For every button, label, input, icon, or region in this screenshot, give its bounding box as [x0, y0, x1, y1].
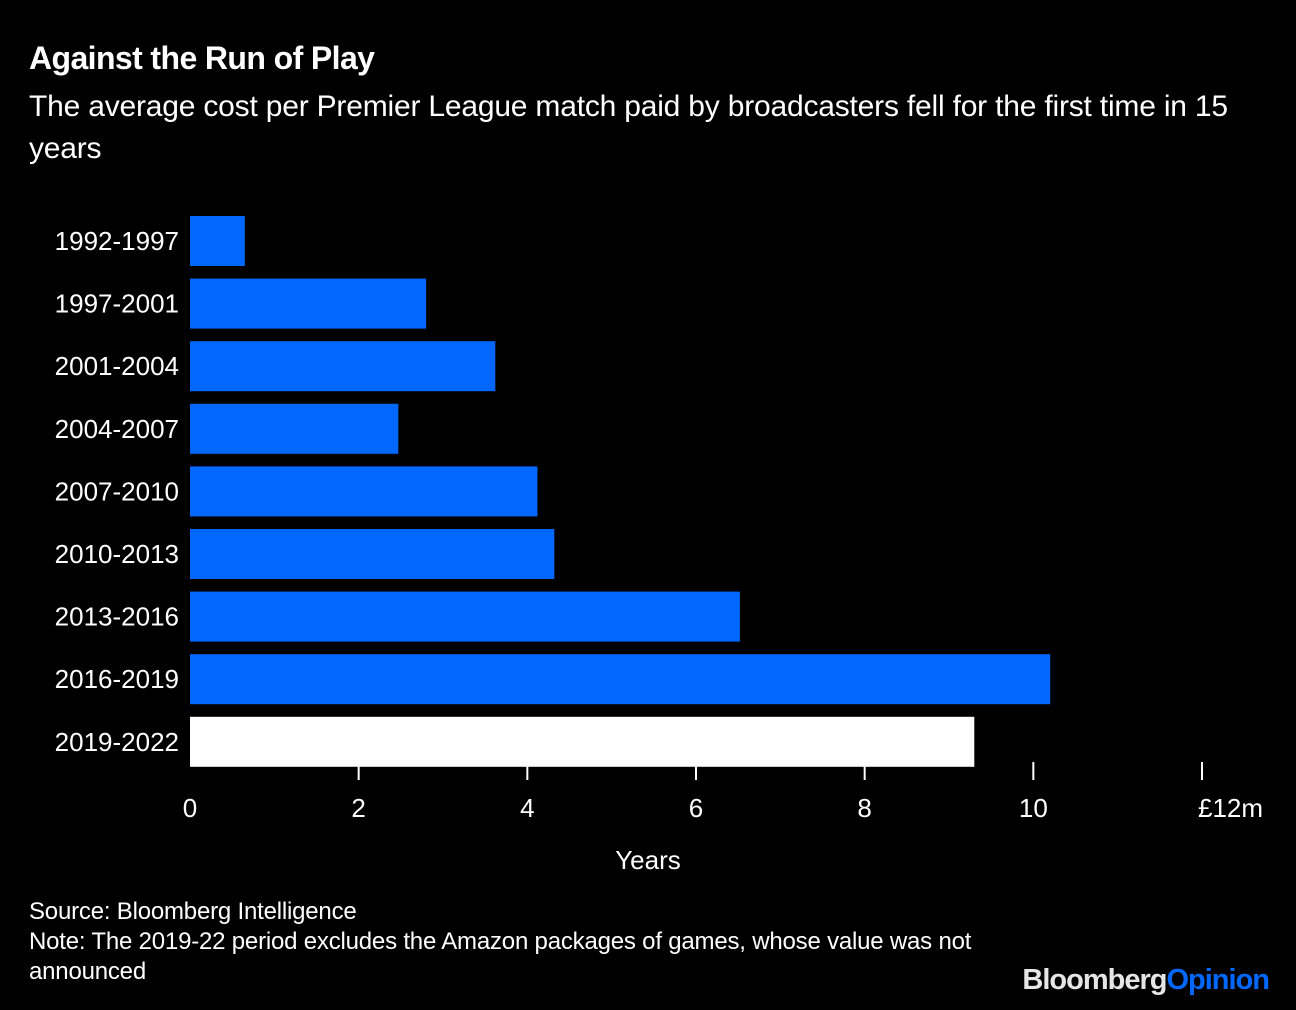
category-label-2010-2013: 2010-2013	[55, 539, 179, 569]
bar-chart: 1992-1997 1997-2001 2001-2004 2004-2007 2007…	[55, 216, 1263, 875]
x-tick-label-6: 6	[689, 793, 703, 823]
category-label-2019-2022: 2019-2022	[55, 727, 179, 757]
bar-2001-2004	[190, 341, 496, 392]
bar-1997-2001	[190, 278, 427, 329]
bloomberg-opinion-logo: BloombergOpinion	[1022, 964, 1270, 997]
bar-2010-2013	[190, 529, 555, 579]
category-label-2001-2004: 2001-2004	[55, 351, 179, 381]
x-tick-label-10: 10	[1019, 793, 1048, 823]
chart-subtitle: The average cost per Premier League matc…	[29, 90, 1228, 165]
brand-bloomberg: Bloomberg	[1022, 964, 1167, 996]
category-label-1997-2001: 1997-2001	[55, 289, 179, 319]
x-tick-label-0: 0	[183, 793, 197, 823]
x-axis-label: Years	[615, 845, 681, 875]
x-tick-label-2: 2	[351, 793, 365, 823]
brand-opinion: Opinion	[1166, 964, 1270, 996]
category-label-2016-2019: 2016-2019	[55, 664, 179, 694]
footer: Source: Bloomberg Intelligence Note: The…	[29, 897, 1029, 987]
category-label-2013-2016: 2013-2016	[55, 602, 179, 632]
category-label-1992-1997: 1992-1997	[55, 226, 179, 256]
chart-title: Against the Run of Play	[29, 40, 375, 76]
bar-2016-2019	[190, 654, 1051, 705]
bar-2007-2010	[190, 466, 538, 517]
bar-1992-1997	[190, 216, 245, 266]
bar-2019-2022	[190, 716, 975, 767]
source-note: Source: Bloomberg Intelligence	[29, 898, 357, 925]
x-tick-label-12: £12m	[1198, 793, 1263, 823]
category-label-2007-2010: 2007-2010	[55, 476, 179, 506]
footnote: Note: The 2019-22 period excludes the Am…	[29, 928, 972, 985]
bar-2004-2007	[190, 403, 399, 454]
x-tick-label-8: 8	[857, 793, 871, 823]
x-tick-label-4: 4	[520, 793, 534, 823]
bar-2013-2016	[190, 591, 740, 642]
category-label-2004-2007: 2004-2007	[55, 414, 179, 444]
